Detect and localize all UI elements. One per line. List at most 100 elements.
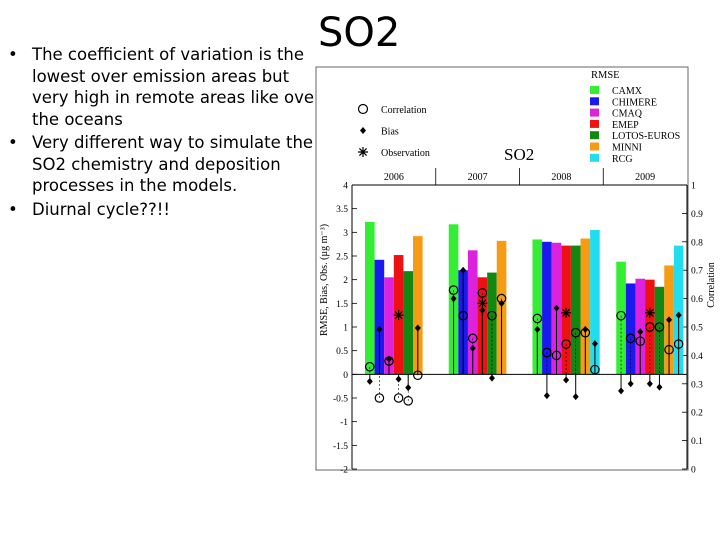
bias-marker [534, 325, 541, 333]
chart-title: SO2 [504, 145, 534, 164]
rmse-bar-lotos-euros [654, 286, 665, 375]
legend-correlation-symbol [357, 103, 369, 115]
legend-bias-symbol [360, 127, 366, 134]
correlation-marker [561, 339, 571, 349]
left-tick-label: -1 [340, 418, 348, 428]
rmse-bar-lotos-euros [487, 272, 497, 375]
rmse-bar-lotos-euros [570, 245, 581, 375]
correlation-marker [384, 356, 394, 366]
correlation-marker [542, 347, 552, 358]
bias-marker [366, 377, 373, 385]
rmse-legend-swatch [590, 131, 599, 140]
left-tick-label: 1.5 [336, 300, 348, 310]
year-label: 2006 [384, 172, 404, 183]
rmse-legend-label: RCG [612, 154, 633, 165]
rmse-bar-rcg [673, 245, 684, 375]
bias-marker [414, 324, 421, 332]
rmse-bar-rcg [590, 229, 600, 375]
bullet-glyph: • [8, 45, 18, 64]
legend-observation-symbol [358, 147, 368, 157]
bias-marker [666, 316, 673, 324]
left-tick-label: 0 [343, 371, 348, 381]
rmse-legend-label: CAMX [612, 86, 643, 97]
rmse-legend-label: CMAQ [612, 109, 643, 120]
rmse-legend-label: CHIMERE [612, 97, 657, 108]
rmse-legend-title: RMSE [591, 70, 620, 81]
correlation-marker [412, 370, 423, 381]
bias-marker [488, 374, 495, 382]
rmse-bar-lotos-euros [403, 271, 413, 375]
observation-marker [393, 310, 404, 321]
rmse-legend-swatch [590, 97, 599, 106]
rmse-bar-camx [616, 261, 626, 375]
bias-marker [582, 325, 589, 333]
bullet-glyph: • [8, 199, 18, 219]
correlation-marker [580, 327, 591, 338]
left-tick-label: 1 [343, 324, 348, 334]
correlation-marker [654, 322, 665, 332]
observation-marker [561, 307, 572, 318]
rmse-legend-swatch [590, 86, 599, 94]
left-tick-label: 3 [343, 229, 348, 239]
bias-marker [563, 376, 570, 384]
bullet-item: • The coefficient of variation is the low… [8, 44, 328, 130]
correlation-marker [551, 350, 562, 361]
rmse-bar-chimere [542, 241, 552, 375]
right-tick-label: 0.2 [691, 409, 703, 419]
correlation-marker [477, 288, 488, 298]
right-tick-label: 0 [691, 466, 696, 476]
left-tick-label: -2 [340, 466, 348, 476]
rmse-legend-label: MINNI [612, 143, 642, 154]
observation-marker [644, 307, 655, 318]
right-tick-label: 0.3 [691, 380, 703, 390]
left-tick-label: 2 [343, 276, 348, 286]
bias-marker [591, 340, 598, 348]
right-tick-label: 0.5 [691, 324, 703, 334]
correlation-marker [616, 310, 626, 321]
rmse-legend-swatch [590, 108, 599, 117]
rmse-bar-minni [413, 236, 423, 375]
bias-marker [618, 387, 625, 395]
bias-marker [656, 383, 663, 391]
correlation-marker [570, 327, 581, 338]
correlation-marker [590, 364, 600, 375]
bias-marker [376, 325, 383, 333]
correlation-marker [467, 333, 478, 344]
right-tick-label: 0.4 [691, 352, 703, 362]
year-label: 2007 [468, 172, 488, 183]
bias-marker [572, 393, 579, 401]
right-tick-label: 1 [691, 182, 696, 192]
observation-marker [477, 298, 488, 309]
rmse-legend-label: EMEP [612, 120, 639, 131]
left-tick-label: 2.5 [336, 253, 348, 263]
left-tick-label: -0.5 [333, 395, 348, 405]
rmse-legend-label: LOTOS-EUROS [612, 131, 680, 142]
correlation-marker [403, 396, 413, 406]
bias-marker [646, 380, 653, 388]
bias-marker [675, 311, 682, 319]
rmse-legend-swatch [590, 153, 599, 162]
bullet-item: • Very different way to simulate the SO2… [8, 132, 328, 197]
right-tick-label: 0.7 [691, 267, 703, 277]
correlation-marker [487, 310, 497, 321]
left-tick-label: -1.5 [333, 442, 348, 452]
year-label: 2008 [551, 172, 571, 183]
marker-legend-label: Observation [381, 148, 430, 159]
rmse-bar-cmaq [635, 278, 646, 375]
right-tick-label: 0.8 [691, 238, 703, 248]
rmse-bar-cmaq [467, 250, 478, 375]
correlation-marker [458, 310, 468, 321]
rmse-bar-cmaq [384, 277, 394, 375]
bias-marker [627, 380, 634, 388]
rmse-bar-chimere [625, 283, 636, 375]
bias-marker [543, 392, 550, 400]
left-tick-label: 3.5 [336, 205, 348, 215]
bullet-list: • The coefficient of variation is the low… [8, 44, 328, 222]
marker-legend-label: Bias [381, 127, 399, 138]
bias-marker [395, 375, 402, 383]
correlation-marker [364, 361, 375, 372]
bullet-item: • Diurnal cycle??!! [8, 199, 328, 221]
correlation-marker [645, 322, 655, 332]
rmse-legend-swatch [590, 142, 599, 151]
